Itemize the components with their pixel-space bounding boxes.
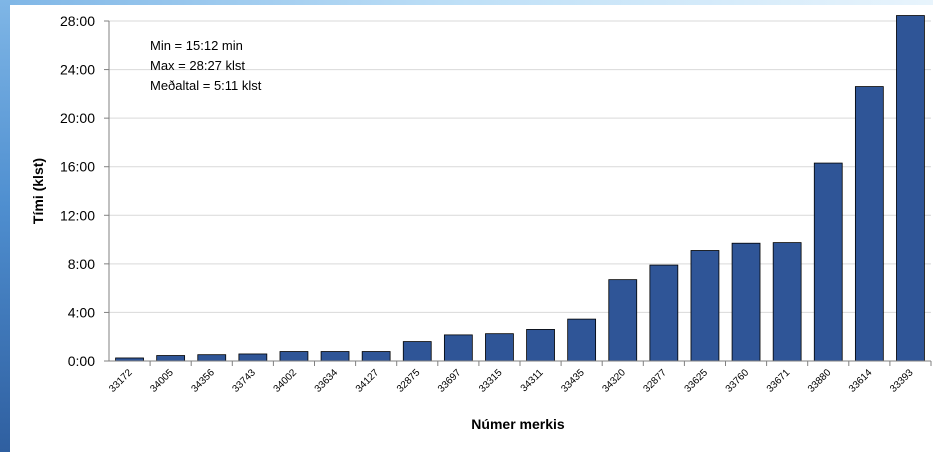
x-tick-label: 32875	[395, 367, 423, 395]
x-tick-label: 33614	[847, 367, 875, 395]
bar-33435	[567, 318, 597, 362]
annotation-max: Max = 28:27 klst	[150, 58, 245, 73]
bars	[115, 15, 925, 362]
x-tick-label: 34356	[189, 367, 217, 395]
x-tick-label: 33743	[231, 367, 259, 395]
window-frame-top	[0, 0, 933, 5]
bar-33671	[772, 242, 802, 362]
x-tick-label: 33760	[724, 367, 752, 395]
y-tick-label: 16:00	[60, 159, 95, 175]
bar-34311	[526, 329, 555, 362]
x-tick-label: 33315	[477, 367, 505, 395]
y-tick-labels: 0:00 4:00 8:00 12:00 16:00 20:00 24:00 28:00	[60, 13, 95, 369]
y-tick-label: 0:00	[68, 353, 95, 369]
y-tick-label: 12:00	[60, 207, 95, 223]
annotation-mean: Meðaltal = 5:11 klst	[150, 78, 262, 93]
x-tick-label: 33880	[806, 367, 834, 395]
bar-34356	[197, 354, 227, 362]
bar-33625	[690, 250, 720, 362]
x-tick-label: 33172	[107, 367, 135, 395]
y-tick-label: 4:00	[68, 304, 95, 320]
x-axis-title: Númer merkis	[471, 416, 565, 432]
bar-33743	[238, 353, 268, 362]
bar-34127	[361, 351, 391, 362]
bar-34320	[608, 279, 638, 362]
window-frame-left	[0, 0, 10, 452]
x-tick-label: 32877	[642, 367, 670, 395]
y-tick-label: 28:00	[60, 13, 95, 29]
bar-34002	[279, 351, 309, 362]
axes	[104, 20, 932, 366]
bar-32875	[402, 341, 432, 362]
bar-34005	[156, 355, 186, 362]
bar-33614	[854, 86, 884, 362]
y-tick-label: 8:00	[68, 256, 95, 272]
x-tick-label: 33435	[559, 367, 587, 395]
y-tick-label: 20:00	[60, 110, 95, 126]
bar-33880	[813, 162, 843, 362]
x-tick-label: 33625	[683, 367, 711, 395]
x-tick-label: 34320	[600, 367, 628, 395]
bar-33697	[443, 334, 473, 362]
y-tick-label: 24:00	[60, 62, 95, 78]
x-tick-label: 33393	[888, 367, 916, 395]
y-axis-title: Tími (klst)	[30, 158, 46, 224]
x-tick-label: 34311	[519, 367, 546, 394]
bar-33634	[320, 351, 350, 362]
x-tick-label: 34002	[272, 367, 300, 395]
bar-33315	[485, 333, 514, 362]
bar-33760	[731, 242, 761, 362]
x-tick-label: 34127	[354, 367, 382, 395]
x-tick-label: 33697	[436, 367, 464, 395]
x-tick-label: 33634	[313, 367, 341, 395]
x-tick-label: 33671	[765, 367, 793, 395]
bar-32877	[649, 264, 679, 362]
x-tick-label: 34005	[148, 367, 176, 395]
x-tick-labels: 33172 34005 34356 33743 34002 33634 34127 32875…	[107, 367, 916, 395]
bar-33393	[896, 15, 925, 362]
annotation-min: Min = 15:12 min	[150, 38, 243, 53]
